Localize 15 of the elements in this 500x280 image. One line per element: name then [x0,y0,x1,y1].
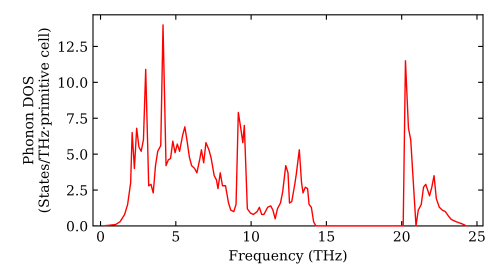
x-tick-label: 10 [244,231,260,242]
x-tick-label: 25 [469,231,485,242]
y-tick-label: 0.0 [66,220,88,232]
y-axis-title: Phonon DOS (States/THz·primitive cell) [22,28,52,212]
line-series [104,24,468,227]
y-tick-label: 5.0 [67,149,88,160]
x-tick-label: 20 [394,231,410,242]
y-tick-label: 10.0 [58,77,88,88]
x-tick-label: 15 [319,231,334,242]
y-tick-label: 7.5 [67,113,88,124]
x-axis-title: Frequency (THz) [229,250,346,264]
x-tick-label: 0 [97,231,104,242]
y-tick-label: 2.5 [66,185,88,196]
x-tick-label: 5 [172,231,180,242]
y-tick-label: 12.5 [58,41,88,52]
